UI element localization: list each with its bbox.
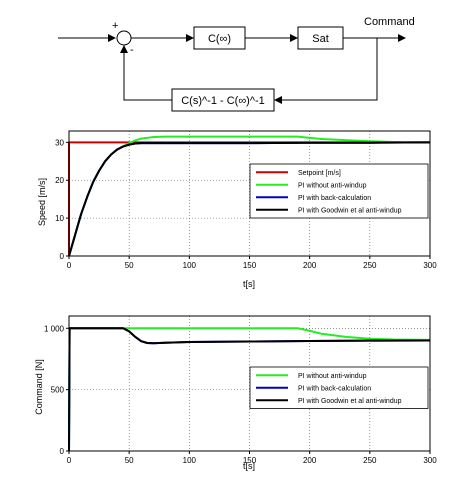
command-series-pi-with-goodwin-et-al-anti-windup [68, 327, 431, 452]
command-x-tick-label: 200 [303, 456, 317, 465]
command-plot-series [68, 327, 431, 452]
speed-plot-border [68, 130, 431, 257]
command-x-tick-label: 300 [423, 456, 437, 465]
c-inf-block-label: C(∞) [208, 33, 231, 45]
command-plot: 0 50 100 150 200 250 300 0 500 1 000 t[s] Comman… [34, 315, 437, 471]
speed-series-pi-with-goodwin-et-al-anti-windup [68, 141, 431, 257]
command-x-tick-label: 0 [67, 456, 72, 465]
speed-legend-label: PI with back-calculation [298, 195, 371, 202]
block-diagram: + - C(∞) Sat Command C(s)^-1 - C(∞)^-1 [58, 16, 415, 112]
feedback-line-return [120, 45, 172, 101]
speed-plot-x-ticks: 0 50 100 150 200 250 300 [67, 256, 437, 270]
sat-block-label: Sat [312, 33, 329, 45]
command-y-tick-label: 500 [51, 386, 65, 395]
command-plot-ylabel: Command [N] [34, 359, 44, 415]
command-legend-label: PI without anti-windup [298, 373, 367, 380]
speed-legend-label: PI without anti-windup [298, 182, 367, 189]
command-y-tick-label: 1 000 [44, 324, 65, 333]
speed-y-tick-label: 10 [55, 214, 64, 223]
speed-y-tick-label: 20 [55, 176, 64, 185]
command-x-tick-label: 250 [363, 456, 377, 465]
command-plot-y-ticks: 0 500 1 000 [44, 324, 69, 456]
command-legend-label: PI with Goodwin et al anti-windup [298, 398, 402, 405]
sum-minus-sign: - [130, 44, 134, 56]
command-plot-legend: PI without anti-windup PI with back-calcu… [249, 366, 429, 409]
command-plot-border [68, 315, 431, 452]
feedback-block-label: C(s)^-1 - C(∞)^-1 [181, 95, 265, 107]
sum-plus-sign: + [112, 20, 118, 32]
command-y-tick-label: 0 [60, 447, 65, 456]
speed-plot-xlabel: t[s] [243, 279, 255, 289]
command-plot-xlabel: t[s] [243, 461, 255, 471]
speed-x-tick-label: 200 [303, 261, 317, 270]
speed-x-tick-label: 250 [363, 261, 377, 270]
speed-x-tick-label: 150 [243, 261, 257, 270]
speed-x-tick-label: 50 [125, 261, 134, 270]
speed-x-tick-label: 0 [67, 261, 72, 270]
summing-junction [116, 30, 132, 46]
speed-plot: 0 50 100 150 200 250 300 0 10 20 30 t[s] Speed [m… [37, 130, 437, 289]
feedback-line-out [274, 38, 378, 104]
command-x-tick-label: 150 [243, 456, 257, 465]
speed-x-tick-label: 100 [183, 261, 197, 270]
command-x-tick-label: 100 [183, 456, 197, 465]
speed-legend-label: Setpoint [m/s] [298, 170, 341, 177]
speed-plot-ylabel: Speed [m/s] [37, 178, 47, 226]
speed-plot-y-ticks: 0 10 20 30 [55, 138, 69, 261]
speed-y-tick-label: 0 [60, 252, 65, 261]
command-x-tick-label: 50 [125, 456, 134, 465]
command-output-label: Command [364, 16, 415, 28]
speed-y-tick-label: 30 [55, 138, 64, 147]
speed-legend-label: PI with Goodwin et al anti-windup [298, 207, 402, 214]
speed-x-tick-label: 300 [423, 261, 437, 270]
command-legend-label: PI with back-calculation [298, 385, 371, 392]
speed-plot-legend: Setpoint [m/s] PI without anti-windup PI w… [249, 163, 429, 219]
